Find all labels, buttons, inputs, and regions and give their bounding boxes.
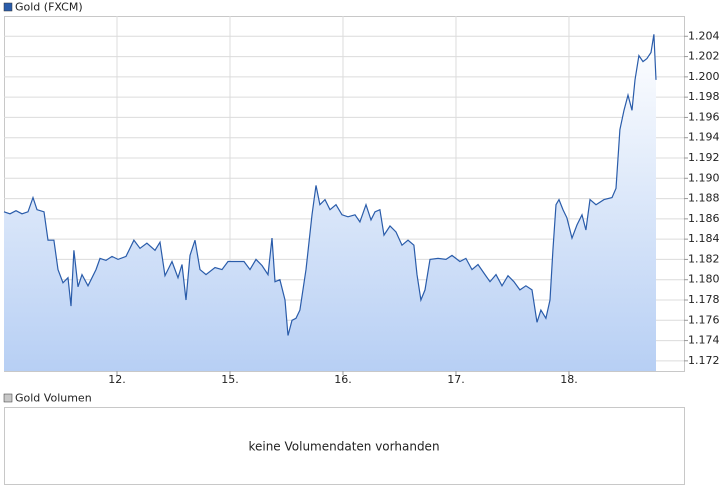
y-tick-label: 1.182 [688, 252, 720, 265]
y-tick-label: 1.186 [688, 212, 720, 225]
x-tick-label: 16. [334, 373, 352, 386]
y-tick-label: 1.192 [688, 151, 720, 164]
line [3, 34, 657, 336]
area [4, 34, 656, 372]
y-tick-label: 1.196 [688, 110, 720, 123]
y-tick-label: 1.188 [688, 192, 720, 205]
y-tick-label: 1.178 [688, 293, 720, 306]
legend-swatch [3, 393, 13, 403]
y-tick-label: 1.204 [688, 29, 720, 42]
legend-label: Gold Volumen [15, 392, 92, 405]
y-tick-label: 1.184 [688, 232, 720, 245]
y-tick-label: 1.202 [688, 50, 720, 63]
x-tick-label: 17. [447, 373, 465, 386]
y-tick-label: 1.172 [688, 354, 720, 367]
x-tick-label: 15. [221, 373, 239, 386]
y-tick-label: 1.194 [688, 131, 720, 144]
y-tick-label: 1.180 [688, 273, 720, 286]
y-tick-label: 1.176 [688, 313, 720, 326]
legend-label: Gold (FXCM) [15, 1, 83, 14]
y-tick-label: 1.200 [688, 70, 720, 83]
y-tick-label: 1.198 [688, 90, 720, 103]
legend-swatch [3, 2, 13, 12]
x-tick-label: 12. [108, 373, 126, 386]
y-tick-label: 1.174 [688, 334, 720, 347]
volume-panel [4, 407, 685, 485]
x-tick-label: 18. [560, 373, 578, 386]
no-data-note: keine Volumendaten vorhanden [248, 440, 439, 454]
y-tick-label: 1.190 [688, 171, 720, 184]
